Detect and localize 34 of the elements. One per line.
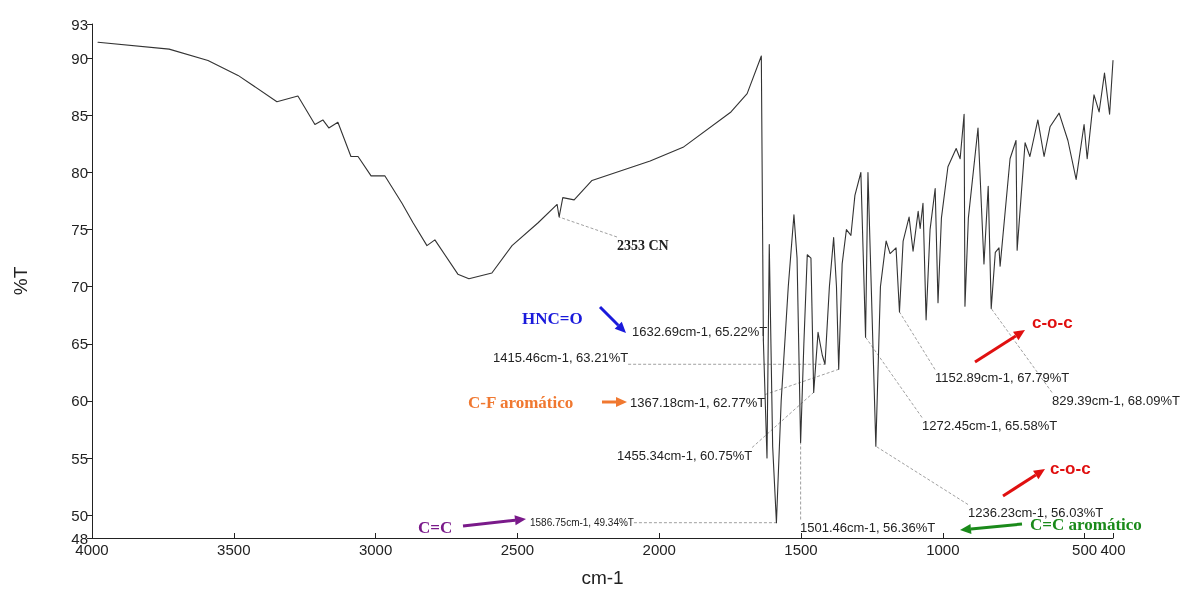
y-tick-label: 65 bbox=[71, 335, 88, 353]
y-tick-label: 55 bbox=[71, 449, 88, 467]
x-tick-label: 500 bbox=[1072, 541, 1098, 558]
annotation: C-F aromático bbox=[468, 392, 574, 412]
annotation: 1152.89cm-1, 67.79%T bbox=[935, 369, 1070, 385]
x-tick-label: 2500 bbox=[500, 541, 535, 558]
y-tick-label: 70 bbox=[71, 278, 88, 296]
y-tick-label: 60 bbox=[71, 392, 88, 410]
y-tick-label: 90 bbox=[71, 49, 88, 67]
x-tick-label: 3000 bbox=[358, 541, 393, 558]
annotation: 1586.75cm-1, 49.34%T bbox=[530, 516, 634, 528]
y-axis-title: %T bbox=[10, 266, 31, 296]
x-tick-label: 3500 bbox=[217, 541, 251, 558]
annotation: 2353 CN bbox=[617, 237, 669, 253]
annotation: c-o-c bbox=[1032, 312, 1073, 332]
y-tick-label: 75 bbox=[71, 221, 88, 239]
annotation: 1455.34cm-1, 60.75%T bbox=[617, 447, 753, 463]
annotation: 829.39cm-1, 68.09%T bbox=[1052, 392, 1180, 408]
x-tick-label: 1500 bbox=[784, 541, 818, 558]
annotation: HNC=O bbox=[522, 308, 583, 328]
y-tick-label: 85 bbox=[71, 106, 88, 124]
annotation: 1501.46cm-1, 56.36%T bbox=[800, 519, 936, 535]
x-axis-title: cm-1 bbox=[581, 567, 624, 588]
x-tick-label: 1000 bbox=[926, 541, 960, 558]
annotation: 1367.18cm-1, 62.77%T bbox=[630, 394, 766, 410]
y-tick-label: 50 bbox=[71, 506, 88, 524]
y-tick-label: 80 bbox=[71, 163, 88, 181]
x-tick-label: 2000 bbox=[642, 541, 676, 558]
annotation: c-o-c bbox=[1050, 458, 1091, 478]
annotation: C=C bbox=[418, 517, 453, 537]
annotation: 1272.45cm-1, 65.58%T bbox=[922, 417, 1058, 433]
annotation: 1415.46cm-1, 63.21%T bbox=[493, 349, 629, 365]
x-tick-label: 400 bbox=[1100, 541, 1126, 558]
y-tick-label: 93 bbox=[71, 15, 88, 33]
